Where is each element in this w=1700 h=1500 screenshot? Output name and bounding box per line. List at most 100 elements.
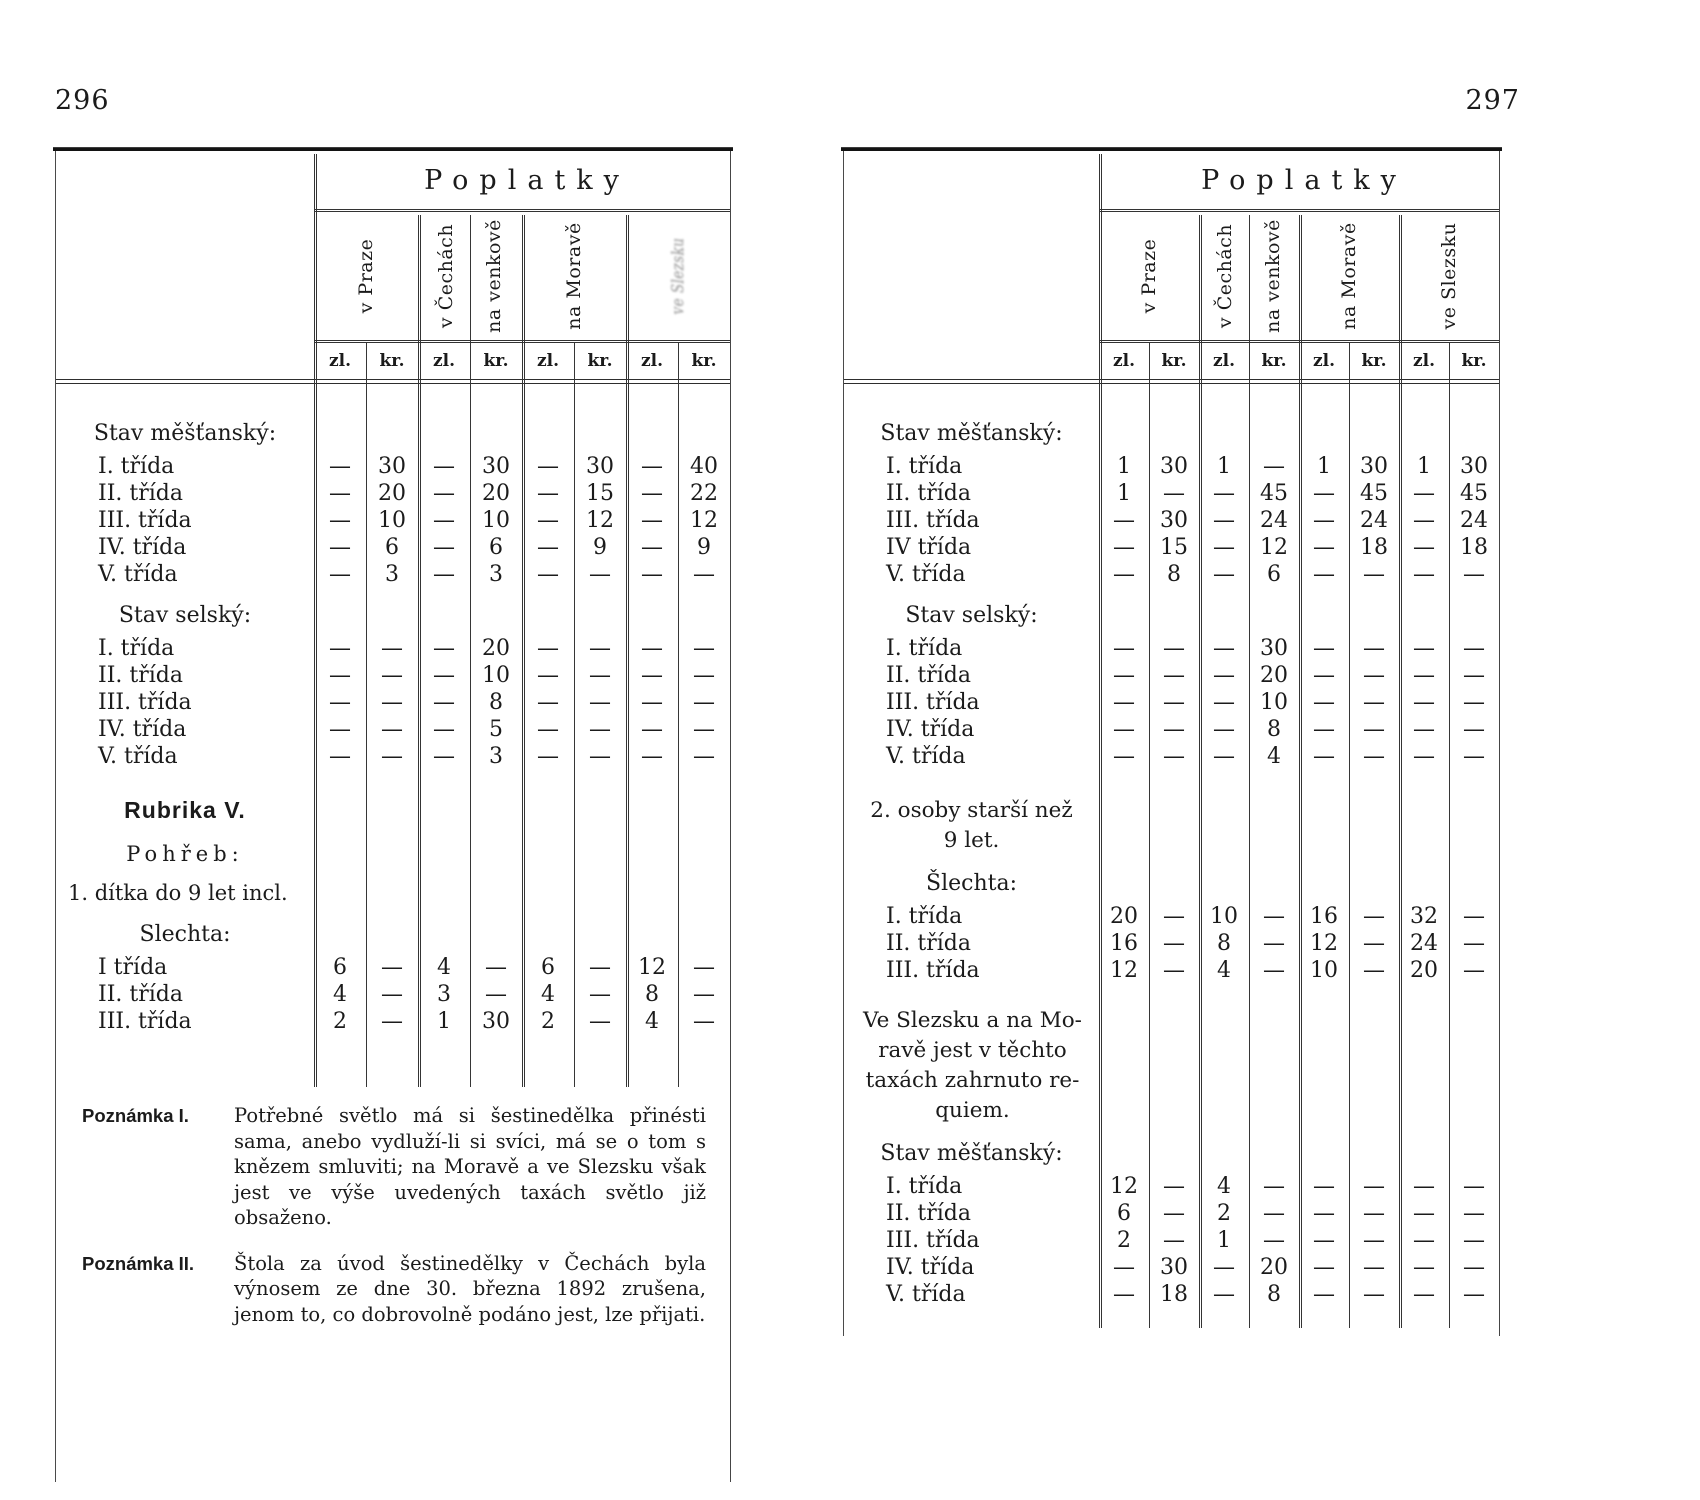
fee-cell: 15 bbox=[1160, 535, 1188, 560]
fee-cell: — bbox=[1313, 535, 1335, 560]
footnote-text: Štola za úvod šestinedělky v Čechách byl… bbox=[234, 1251, 706, 1326]
fee-cell: — bbox=[381, 690, 403, 715]
table-row: IV. třída — — — 5 — — — — bbox=[56, 716, 730, 743]
fee-cell: — bbox=[1113, 508, 1135, 533]
footnote-text: Potřebné světlo má si šestinedělka přiné… bbox=[234, 1104, 706, 1229]
fee-cell: — bbox=[433, 690, 455, 715]
fee-cell: — bbox=[1313, 1255, 1335, 1280]
group-divider-rule bbox=[1299, 215, 1302, 1328]
row-cells: — 10 — 10 — 12 — 12 bbox=[314, 507, 730, 534]
fee-cell: 2 bbox=[541, 1009, 555, 1034]
fee-cell: — bbox=[1163, 663, 1185, 688]
fee-cell: 30 bbox=[1360, 454, 1388, 479]
row-cells: — — — 3 — — — — bbox=[314, 743, 730, 770]
row-label: Stav selský: bbox=[118, 603, 252, 628]
row-label: I. třída bbox=[98, 454, 175, 479]
fee-cell: — bbox=[1313, 562, 1335, 587]
row-label: IV třída bbox=[886, 535, 972, 560]
fee-cell: 6 bbox=[1117, 1201, 1131, 1226]
fee-cell: 30 bbox=[482, 1009, 510, 1034]
footnote: Poznámka II. Štola za úvod šestinedělky … bbox=[82, 1251, 730, 1328]
fee-cell: — bbox=[641, 636, 663, 661]
row-cells: 2 — 1 30 2 — 4 — bbox=[314, 1008, 730, 1035]
column-group: v Praze bbox=[1099, 212, 1199, 340]
row-cells: 16 — 8 — 12 — 24 — bbox=[1099, 930, 1499, 957]
row-label: Stav selský: bbox=[905, 603, 1038, 628]
fee-cell: — bbox=[693, 690, 715, 715]
row-label: V. třída bbox=[98, 562, 178, 587]
fee-cell: — bbox=[1313, 663, 1335, 688]
row-label: II. třída bbox=[886, 663, 971, 688]
fee-cell: 6 bbox=[489, 535, 503, 560]
table-row: 1. dítka do 9 let incl. bbox=[56, 879, 730, 907]
fee-cell: — bbox=[693, 636, 715, 661]
fee-cell: — bbox=[329, 535, 351, 560]
table-body: Stav měšťanský: I. třída — 30 — 30 — 30 — 40 bbox=[56, 384, 730, 1087]
fee-cell: — bbox=[589, 744, 611, 769]
table-row: Šlechta: bbox=[844, 870, 1499, 897]
row-label: I třída bbox=[98, 955, 168, 980]
row-cells: 4 — 3 — 4 — 8 — bbox=[314, 981, 730, 1008]
fee-cell: 20 bbox=[1110, 904, 1138, 929]
fee-cell: — bbox=[433, 481, 455, 506]
page-number: 296 bbox=[55, 85, 110, 116]
fee-cell: 10 bbox=[378, 508, 406, 533]
fee-cell: — bbox=[1263, 1228, 1285, 1253]
table-row: II. třída 1 — — 45 — 45 — 45 bbox=[844, 480, 1499, 507]
header-body-divider bbox=[56, 379, 730, 384]
fee-cell: — bbox=[693, 982, 715, 1007]
subcolumn-rule bbox=[1149, 343, 1150, 1328]
fee-cell: — bbox=[1213, 481, 1235, 506]
fee-cell: 30 bbox=[1160, 454, 1188, 479]
column-group: ve Slezsku bbox=[1399, 212, 1499, 340]
fee-cell: — bbox=[433, 454, 455, 479]
table-row: Pohřeb: bbox=[56, 839, 730, 869]
fee-cell: 8 bbox=[1167, 562, 1181, 587]
column-group: na Moravě bbox=[1299, 212, 1399, 340]
table-row: I. třída 12 — 4 — — — — — bbox=[844, 1173, 1499, 1200]
fee-cell: — bbox=[693, 717, 715, 742]
table-row: III. třída — 10 — 10 — 12 — 12 bbox=[56, 507, 730, 534]
fee-cell: — bbox=[1413, 1174, 1435, 1199]
row-label: IV. třída bbox=[886, 717, 975, 742]
table-row: II. třída — — — 10 — — — — bbox=[56, 662, 730, 689]
fee-cell: — bbox=[537, 508, 559, 533]
fee-cell: — bbox=[1113, 717, 1135, 742]
fee-cell: — bbox=[1413, 562, 1435, 587]
row-label: Stav měšťanský: bbox=[880, 1141, 1063, 1166]
table-row: Ve Slezsku a na Mo- ravě jest v těchto t… bbox=[844, 1006, 1499, 1126]
table-row: V. třída — 3 — 3 — — — — bbox=[56, 561, 730, 588]
table-top-rule bbox=[841, 147, 1502, 151]
column-label-line: v Čechách bbox=[1214, 223, 1236, 329]
table-grid: Poplatky v Praze v Čechách na venkově bbox=[53, 147, 733, 1087]
unit-label: kr. bbox=[1261, 351, 1287, 371]
book-page-left: 296 Poplatky v Praze v Čechách na v bbox=[53, 85, 733, 1482]
fee-cell: — bbox=[1163, 717, 1185, 742]
fee-cell: — bbox=[1113, 744, 1135, 769]
fee-cell: 18 bbox=[1360, 535, 1388, 560]
fee-cell: — bbox=[1163, 1228, 1185, 1253]
fee-cell: — bbox=[1363, 636, 1385, 661]
subcolumn-rule bbox=[1449, 343, 1450, 1328]
table-row: V. třída — — — 4 — — — — bbox=[844, 743, 1499, 770]
row-label: III. třída bbox=[98, 690, 192, 715]
fee-cell: — bbox=[1363, 1255, 1385, 1280]
fee-cell: — bbox=[641, 535, 663, 560]
fee-cell: — bbox=[589, 636, 611, 661]
column-label-line: ve Slezsku bbox=[1438, 222, 1460, 330]
fee-cell: 6 bbox=[385, 535, 399, 560]
table-row: II. třída 6 — 2 — — — — — bbox=[844, 1200, 1499, 1227]
fee-cell: — bbox=[693, 955, 715, 980]
row-cells: — 15 — 12 — 18 — 18 bbox=[1099, 534, 1499, 561]
unit-label: kr. bbox=[1361, 351, 1387, 371]
unit-label: zl. bbox=[432, 351, 456, 371]
fee-cell: — bbox=[1463, 1174, 1485, 1199]
fee-cell: 20 bbox=[1260, 1255, 1288, 1280]
fee-cell: — bbox=[537, 636, 559, 661]
row-label: Rubrika V. bbox=[124, 797, 246, 823]
column-label-line: v Praze bbox=[355, 238, 377, 314]
fee-cell: 6 bbox=[333, 955, 347, 980]
stub-divider-rule bbox=[1099, 154, 1102, 1328]
fee-cell: — bbox=[1163, 481, 1185, 506]
row-label: Pohřeb: bbox=[126, 842, 244, 866]
